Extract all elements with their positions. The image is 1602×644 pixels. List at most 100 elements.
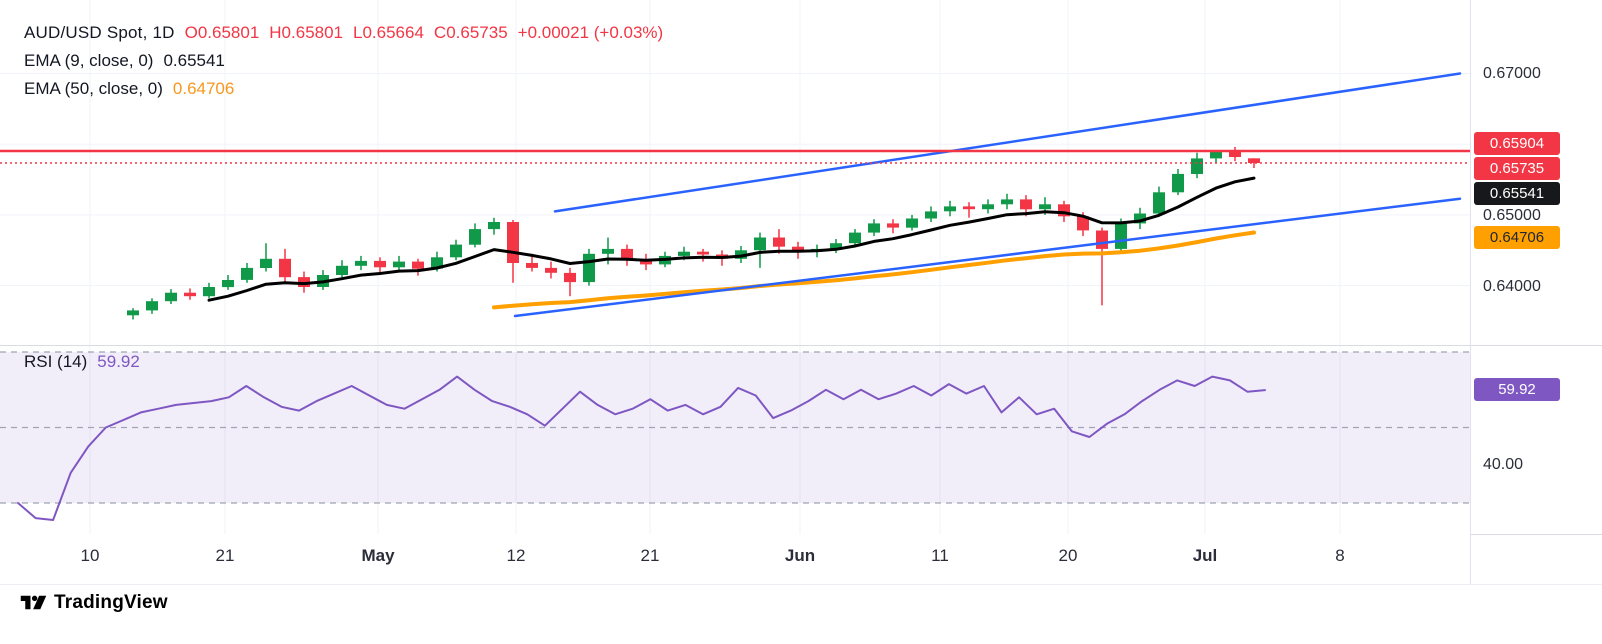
ohlc-change: +0.00021 (+0.03%) <box>517 23 664 42</box>
candle-body <box>1210 151 1222 159</box>
ohlc-open: O0.65801 <box>184 23 260 42</box>
ohlc-low: L0.65664 <box>353 23 424 42</box>
price-badge: 0.65735 <box>1474 157 1560 180</box>
ema9-legend-row[interactable]: EMA (9, close, 0) 0.65541 <box>24 47 663 75</box>
candle-body <box>1020 199 1032 210</box>
candle-body <box>412 261 424 269</box>
candle-body <box>393 261 405 268</box>
ohlc-close: C0.65735 <box>433 23 508 42</box>
candle-body <box>1172 173 1184 193</box>
symbol-row[interactable]: AUD/USD Spot, 1D O0.65801 H0.65801 L0.65… <box>24 19 663 47</box>
ema9-value: 0.65541 <box>163 51 225 70</box>
time-tick-label: 20 <box>1058 546 1078 565</box>
candle-body <box>868 223 880 233</box>
candle-body <box>564 272 576 283</box>
price-axis[interactable]: 0.67000 0.65904 0.65735 0.65541 0.65000 0.647… <box>1470 0 1602 584</box>
candle-body <box>431 257 443 269</box>
time-tick-label: Jul <box>1192 546 1218 565</box>
candle-body <box>298 277 310 287</box>
trendline[interactable] <box>513 197 1462 318</box>
candle-body <box>1191 158 1203 174</box>
candle-body <box>621 248 633 261</box>
candle-body <box>906 218 918 228</box>
candle-body <box>773 237 785 247</box>
candle-body <box>1115 223 1127 249</box>
candle-body <box>184 292 196 297</box>
candle-body <box>849 232 861 244</box>
candle-body <box>792 246 804 252</box>
candle-body <box>545 267 557 273</box>
ema9-line <box>207 176 1256 302</box>
candle-body <box>602 248 614 254</box>
candle-body <box>488 222 500 230</box>
candle-body <box>374 260 386 268</box>
candle-body <box>241 267 253 280</box>
rsi-value: 59.92 <box>97 352 140 371</box>
price-badge: 0.65904 <box>1474 132 1560 155</box>
candle-body <box>260 258 272 268</box>
candle-body <box>507 222 519 263</box>
candle-body <box>1077 216 1089 231</box>
candle-body <box>735 250 747 259</box>
price-axis-label: 0.64000 <box>1483 278 1541 295</box>
candle-body <box>203 287 215 297</box>
price-badge: 59.92 <box>1474 378 1560 401</box>
trendline[interactable] <box>553 72 1462 213</box>
candle-body <box>1096 230 1108 249</box>
candle-body <box>469 229 481 245</box>
time-tick-label: 21 <box>215 546 235 565</box>
time-tick-label: 8 <box>1335 546 1345 565</box>
ema50-legend-row[interactable]: EMA (50, close, 0) 0.64706 <box>24 75 663 103</box>
candle-body <box>450 244 462 258</box>
rsi-legend-row[interactable]: RSI (14) 59.92 <box>24 348 140 376</box>
bottom-separator <box>0 584 1602 585</box>
rsi-pane[interactable] <box>0 346 1470 534</box>
main-price-pane[interactable] <box>0 0 1470 345</box>
price-badge: 0.64706 <box>1474 226 1560 249</box>
ohlc-high: H0.65801 <box>269 23 344 42</box>
candle-body <box>944 206 956 212</box>
price-axis-label: 0.67000 <box>1483 65 1541 82</box>
tradingview-logo-icon <box>20 595 47 610</box>
candle-body <box>127 310 139 316</box>
price-axis-label: 0.65000 <box>1483 207 1541 224</box>
rsi-legend: RSI (14) 59.92 <box>24 348 140 376</box>
time-tick-label: May <box>361 546 395 565</box>
candle-body <box>1001 199 1013 205</box>
candle-body <box>222 280 234 288</box>
pane-separator[interactable] <box>0 345 1602 346</box>
ema9-label: EMA (9, close, 0) <box>24 51 154 70</box>
candle-body <box>1229 151 1241 157</box>
candle-body <box>1134 213 1146 224</box>
candle-body <box>925 211 937 219</box>
price-axis-label: 40.00 <box>1483 456 1524 473</box>
ema50-line <box>492 230 1256 310</box>
price-axis-separator <box>1470 0 1471 584</box>
candle-body <box>1039 204 1051 210</box>
candle-body <box>583 253 595 283</box>
candle-body <box>336 265 348 275</box>
candle-body <box>1248 158 1260 163</box>
time-tick-label: 21 <box>640 546 660 565</box>
candle-body <box>640 260 652 265</box>
time-axis[interactable]: 10 21 May 12 21 Jun 11 20 Jul 8 <box>0 534 1470 584</box>
candle-body <box>526 263 538 268</box>
tradingview-logo[interactable]: TradingView <box>20 591 168 614</box>
time-tick-label: 10 <box>80 546 100 565</box>
candle-body <box>165 292 177 302</box>
ema50-label: EMA (50, close, 0) <box>24 79 163 98</box>
main-legend: AUD/USD Spot, 1D O0.65801 H0.65801 L0.65… <box>24 19 663 103</box>
candle-body <box>963 206 975 210</box>
time-tick-label: 11 <box>931 546 949 565</box>
candle-body <box>697 251 709 255</box>
time-tick-label: 12 <box>506 546 526 565</box>
price-badge: 0.65541 <box>1474 182 1560 205</box>
ema50-value: 0.64706 <box>172 79 235 98</box>
candle-body <box>146 301 158 311</box>
candle-body <box>678 251 690 256</box>
candle-body <box>355 260 367 266</box>
rsi-label: RSI (14) <box>24 352 88 371</box>
time-tick-label: Jun <box>784 546 816 565</box>
candle-body <box>1153 192 1165 214</box>
